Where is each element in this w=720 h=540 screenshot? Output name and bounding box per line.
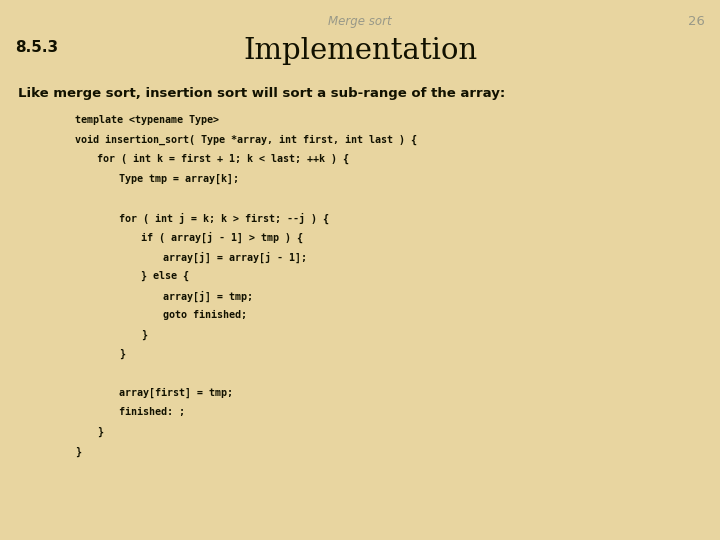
Text: }: } (75, 447, 81, 457)
Text: Merge sort: Merge sort (328, 15, 392, 28)
Text: if ( array[j - 1] > tmp ) {: if ( array[j - 1] > tmp ) { (141, 232, 303, 243)
Text: Implementation: Implementation (243, 37, 477, 65)
Text: Type tmp = array[k];: Type tmp = array[k]; (119, 173, 239, 184)
Text: for ( int k = first + 1; k < last; ++k ) {: for ( int k = first + 1; k < last; ++k )… (97, 154, 349, 164)
Text: } else {: } else { (141, 271, 189, 281)
Text: }: } (97, 427, 103, 437)
Text: 26: 26 (688, 15, 705, 28)
Text: }: } (119, 349, 125, 359)
Text: 8.5.3: 8.5.3 (15, 40, 58, 55)
Text: template <typename Type>: template <typename Type> (75, 115, 219, 125)
Text: finished: ;: finished: ; (119, 408, 185, 417)
Text: goto finished;: goto finished; (163, 310, 247, 320)
Text: for ( int j = k; k > first; --j ) {: for ( int j = k; k > first; --j ) { (119, 213, 329, 224)
Text: array[j] = tmp;: array[j] = tmp; (163, 291, 253, 302)
Text: void insertion_sort( Type *array, int first, int last ) {: void insertion_sort( Type *array, int fi… (75, 134, 417, 145)
Text: }: } (141, 329, 147, 340)
Text: Like merge sort, insertion sort will sort a sub-range of the array:: Like merge sort, insertion sort will sor… (18, 87, 505, 100)
Text: array[first] = tmp;: array[first] = tmp; (119, 388, 233, 399)
Text: array[j] = array[j - 1];: array[j] = array[j - 1]; (163, 252, 307, 263)
